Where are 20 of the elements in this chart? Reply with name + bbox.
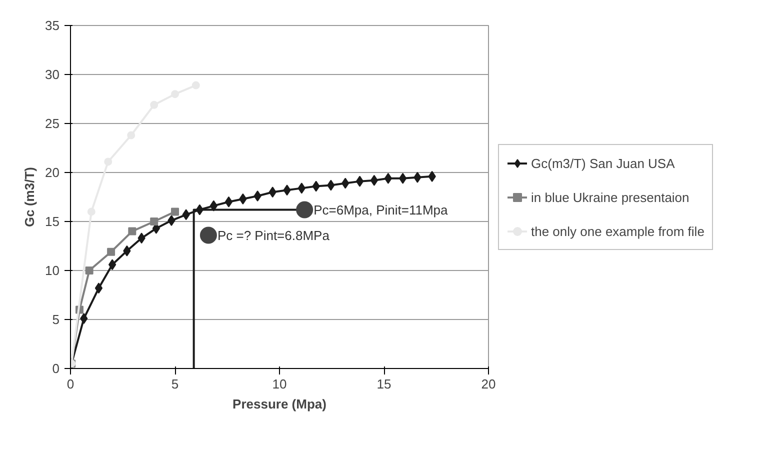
annotation: Pc =? Pint=6.8MPa — [217, 228, 330, 244]
y-tick-label: 15 — [45, 214, 60, 229]
x-tick-label: 5 — [171, 376, 179, 392]
legend-label: the only one example from file — [531, 224, 704, 238]
legend-label: Gc(m3/T) San Juan USA — [531, 156, 675, 170]
x-axis-title: Pressure (Mpa) — [232, 396, 326, 412]
x-tick-label: 15 — [376, 376, 392, 392]
y-axis-title: Gc (m3/T) — [22, 167, 38, 227]
y-tick-label: 35 — [45, 18, 60, 33]
y-tick-label: 30 — [45, 67, 60, 82]
x-tick-label: 20 — [481, 376, 496, 392]
y-tick-label: 10 — [45, 263, 60, 278]
y-tick-label: 5 — [52, 312, 60, 327]
y-tick-label: 0 — [52, 361, 60, 376]
x-tick-label: 0 — [66, 376, 74, 392]
y-tick-label: 25 — [45, 116, 60, 131]
legend-label: in blue Ukraine presentaion — [531, 190, 690, 204]
annotation: Pc=6Mpa, Pinit=11Mpa — [314, 202, 449, 218]
y-tick-label: 20 — [45, 165, 60, 180]
x-tick-label: 10 — [272, 376, 287, 392]
